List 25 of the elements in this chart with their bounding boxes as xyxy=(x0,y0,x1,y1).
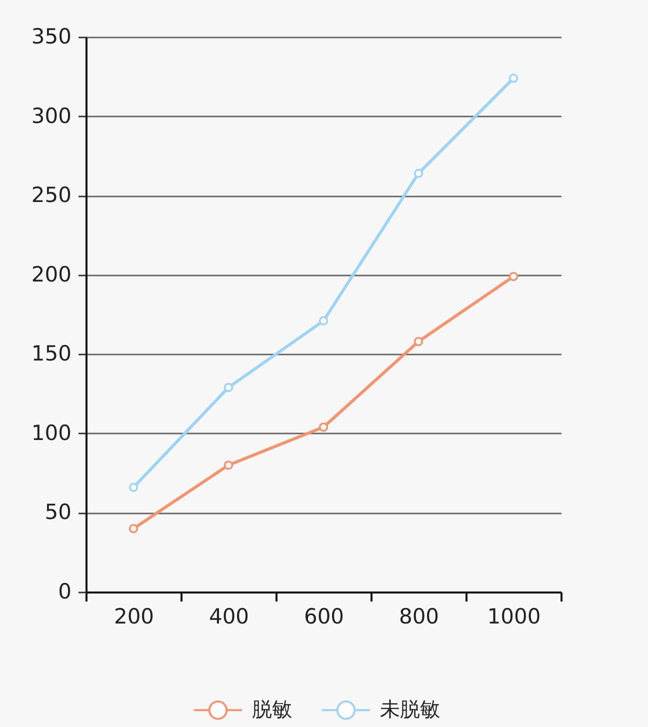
point xyxy=(318,316,328,326)
y-tick-label: 200 xyxy=(31,262,72,286)
point xyxy=(128,524,138,534)
y-tick-label: 350 xyxy=(31,24,72,48)
point xyxy=(224,460,234,470)
point xyxy=(508,272,518,282)
point xyxy=(414,336,424,346)
x-tick-label: 400 xyxy=(208,604,250,628)
x-tick-label: 200 xyxy=(114,604,154,628)
y-tick-label: 100 xyxy=(31,420,72,445)
legend-label: 脱敏 xyxy=(252,697,292,722)
point xyxy=(128,482,138,492)
x-tick-label: 1000 xyxy=(487,604,541,628)
x-tick-label: 800 xyxy=(398,604,440,628)
y-tick-label: 0 xyxy=(58,580,72,604)
point xyxy=(224,382,234,392)
y-tick-label: 300 xyxy=(31,104,72,128)
point xyxy=(318,422,328,432)
point xyxy=(508,74,518,83)
point xyxy=(414,168,424,178)
y-tick-label: 150 xyxy=(31,342,72,366)
legend-label: 未脱敏 xyxy=(380,697,440,722)
y-tick-label: 250 xyxy=(31,183,72,208)
y-tick-label: 50 xyxy=(44,500,72,524)
x-tick-label: 600 xyxy=(304,604,344,628)
